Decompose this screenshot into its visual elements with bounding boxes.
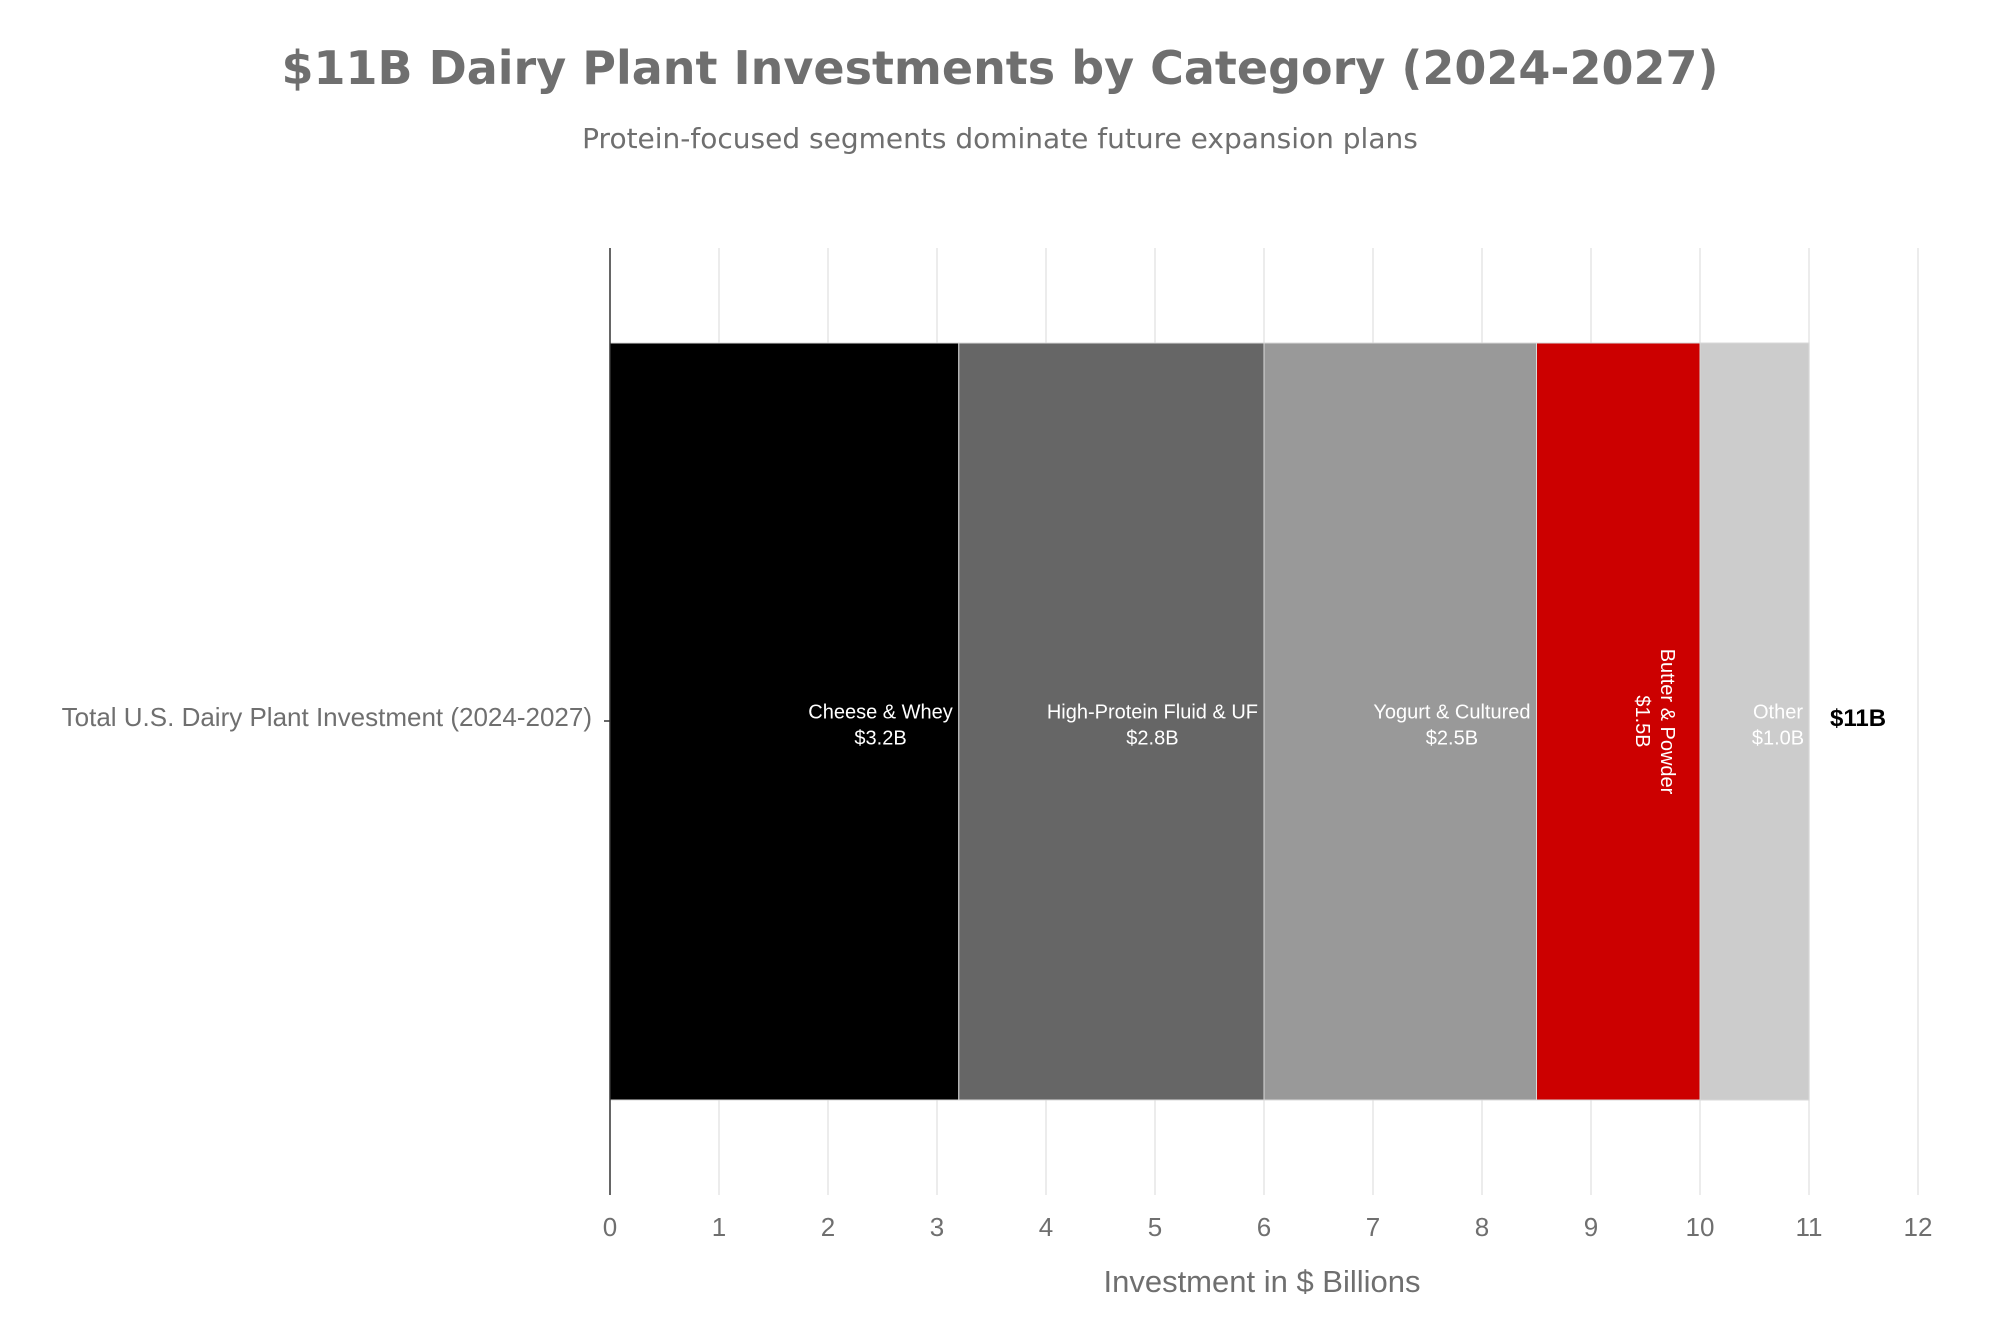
x-tick-label: 7	[1366, 1212, 1380, 1242]
x-tick-label: 1	[712, 1212, 726, 1242]
x-tick-label: 3	[930, 1212, 944, 1242]
x-tick-label: 11	[1796, 1212, 1823, 1242]
x-tick-label: 10	[1686, 1212, 1715, 1242]
total-label: $11B	[1830, 705, 1886, 732]
chart-subtitle: Protein-focused segments dominate future…	[582, 122, 1418, 155]
bar-segment	[958, 342, 1265, 1101]
x-tick-label: 5	[1148, 1212, 1162, 1242]
bar-segment	[609, 342, 960, 1101]
bar-segment	[1536, 342, 1701, 1101]
x-tick-label: 6	[1257, 1212, 1271, 1242]
segment-label: High-Protein Fluid & UF $2.8B	[1047, 702, 1258, 750]
x-axis: 0 1 2 3 4 5 6 7 8 9 10 11 12	[603, 248, 1933, 1242]
bar-segment	[1699, 342, 1810, 1101]
segment-label: Butter & Powder$1.5B	[1631, 649, 1678, 795]
segment-label: Other $1.0B	[1752, 702, 1804, 750]
chart-title: $11B Dairy Plant Investments by Category…	[281, 41, 1718, 95]
x-tick-label: 4	[1039, 1212, 1053, 1242]
category-label: Total U.S. Dairy Plant Investment (2024-…	[62, 702, 592, 732]
bar-segments	[609, 342, 1810, 1101]
segment-label: Yogurt & Cultured $2.5B	[1373, 702, 1530, 750]
x-tick-label: 12	[1904, 1212, 1933, 1242]
x-tick-label: 2	[821, 1212, 835, 1242]
segment-label: Cheese & Whey $3.2B	[808, 702, 953, 750]
x-tick-label: 8	[1475, 1212, 1489, 1242]
segment-labels: Cheese & Whey $3.2B High-Protein Fluid & U…	[808, 649, 1804, 795]
x-tick-label: 0	[603, 1212, 617, 1242]
x-axis-title: Investment in $ Billions	[1103, 1264, 1420, 1299]
x-tick-label: 9	[1584, 1212, 1598, 1242]
bar-segment	[1263, 342, 1537, 1101]
